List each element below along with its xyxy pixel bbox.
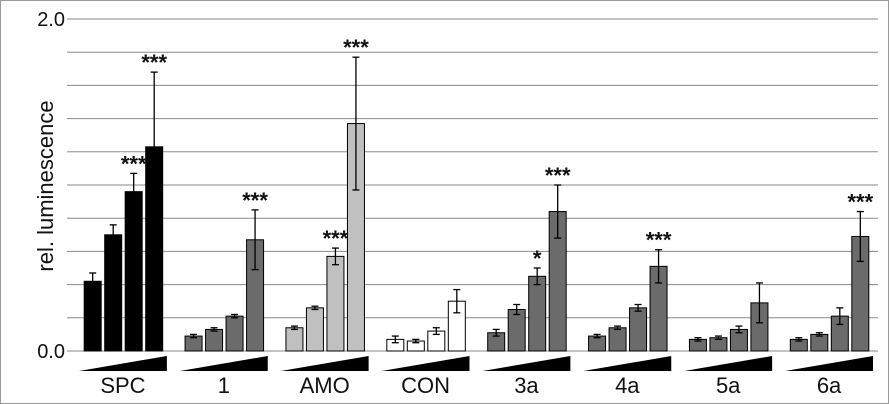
significance-stars: *** — [121, 151, 147, 176]
bars — [83, 123, 870, 352]
bar-4a-3 — [629, 307, 648, 352]
bar-1-3 — [225, 315, 244, 352]
significance-stars: *** — [545, 163, 571, 188]
category-label-6a: 6a — [817, 373, 842, 398]
dose-wedges — [79, 356, 873, 371]
significance-stars: *** — [847, 190, 873, 215]
category-label-SPC: SPC — [100, 373, 145, 398]
dose-wedge-AMO — [280, 356, 369, 371]
dose-wedge-3a — [482, 356, 571, 371]
dose-wedge-6a — [785, 356, 873, 371]
significance-stars: *** — [141, 50, 167, 75]
bar-4a-2 — [608, 327, 627, 352]
significance-stars: *** — [646, 228, 672, 253]
bar-6a-2 — [810, 333, 829, 352]
y-tick-label: 0.0 — [37, 341, 65, 363]
category-label-CON: CON — [401, 373, 450, 398]
significance-stars: *** — [323, 226, 349, 251]
bar-SPC-1 — [83, 280, 102, 352]
significance-stars: *** — [242, 188, 268, 213]
error-bars — [89, 56, 864, 344]
y-tick-label: 2.0 — [37, 9, 65, 31]
dose-wedge-5a — [684, 356, 773, 371]
dose-wedge-4a — [583, 356, 672, 371]
significance-stars: * — [533, 246, 542, 271]
bar-3a-3 — [528, 275, 547, 352]
category-label-3a: 3a — [514, 373, 539, 398]
dose-wedge-SPC — [79, 356, 167, 371]
bar-3a-2 — [507, 309, 526, 352]
bar-SPC-3 — [124, 191, 143, 352]
significance-stars: *** — [343, 35, 369, 60]
dose-wedge-1 — [179, 356, 268, 371]
bar-1-2 — [205, 328, 224, 352]
category-label-4a: 4a — [615, 373, 640, 398]
category-labels: SPC 1 AMO CON 3a 4a 5a 6a — [100, 373, 842, 398]
category-label-AMO: AMO — [300, 373, 350, 398]
category-label-1: 1 — [218, 373, 230, 398]
bar-AMO-1 — [285, 327, 304, 352]
significance-markers: ************************* — [121, 35, 874, 271]
bar-AMO-3 — [326, 255, 345, 352]
dose-wedge-CON — [381, 356, 470, 371]
y-tick-labels: 0.0 2.0 — [37, 9, 65, 363]
category-label-5a: 5a — [716, 373, 741, 398]
bar-SPC-2 — [104, 234, 123, 352]
bar-AMO-2 — [305, 307, 324, 352]
y-axis-label: rel. luminescence — [33, 100, 58, 271]
gridlines — [67, 18, 878, 352]
